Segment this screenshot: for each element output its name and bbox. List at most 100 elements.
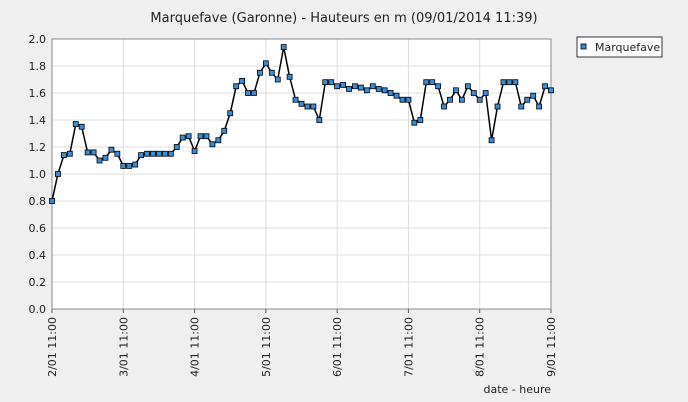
data-point <box>262 60 269 67</box>
data-point <box>60 152 67 159</box>
data-point <box>292 96 299 103</box>
data-point <box>340 82 346 88</box>
data-point <box>209 141 216 148</box>
data-point <box>78 123 85 130</box>
legend-label: Marquefave <box>595 41 660 54</box>
data-point <box>191 148 198 154</box>
data-point <box>84 149 91 156</box>
y-tick-label: 1.8 <box>29 60 47 73</box>
data-point <box>268 69 275 76</box>
data-point <box>239 77 245 84</box>
data-point <box>328 79 335 86</box>
data-point <box>108 146 115 153</box>
data-point <box>518 103 525 110</box>
x-tick-label: 7/01 11:00 <box>402 317 415 377</box>
data-point <box>447 96 453 103</box>
data-point <box>132 161 139 168</box>
data-point <box>197 133 204 140</box>
data-point <box>346 86 352 92</box>
y-tick-label: 1.0 <box>29 168 47 181</box>
data-point <box>524 96 531 103</box>
data-point <box>423 79 430 86</box>
data-point <box>453 87 459 94</box>
data-point <box>66 150 73 157</box>
data-point <box>102 154 109 161</box>
data-point <box>512 79 519 86</box>
data-point <box>156 150 162 157</box>
x-tick-label: 9/01 11:00 <box>545 317 558 377</box>
chart-title: Marquefave (Garonne) - Hauteurs en m (09… <box>150 11 537 26</box>
data-point <box>251 90 257 96</box>
legend <box>576 36 663 58</box>
data-point <box>55 171 61 177</box>
data-point <box>138 152 145 159</box>
data-point <box>536 103 543 110</box>
x-tick-label: 8/01 11:00 <box>474 317 487 377</box>
data-point <box>476 96 483 103</box>
x-tick-label: 6/01 11:00 <box>331 317 344 377</box>
data-point <box>245 90 251 96</box>
data-point <box>387 90 394 96</box>
data-point <box>363 87 370 94</box>
data-point <box>167 150 174 157</box>
y-tick-label: 0.0 <box>29 303 47 316</box>
data-point <box>435 83 442 90</box>
data-point <box>488 137 495 144</box>
data-point <box>429 79 436 86</box>
y-tick-label: 2.0 <box>29 33 47 46</box>
data-point <box>274 76 281 83</box>
data-point <box>90 149 97 156</box>
plot-border <box>51 38 552 310</box>
data-point <box>304 103 311 110</box>
data-point <box>120 162 127 169</box>
y-tick-label: 1.4 <box>29 114 47 127</box>
data-point <box>114 150 121 157</box>
data-point <box>542 83 548 90</box>
data-point <box>310 103 317 110</box>
data-point <box>334 83 341 90</box>
x-tick-label: 5/01 11:00 <box>260 317 273 377</box>
data-point <box>280 44 287 50</box>
x-tick-label: 3/01 11:00 <box>117 317 130 377</box>
data-point <box>464 83 471 90</box>
data-point <box>470 90 477 96</box>
data-point <box>215 137 222 144</box>
x-axis-label: date - heure <box>483 383 551 396</box>
data-point <box>257 69 263 76</box>
data-point <box>185 133 192 140</box>
y-tick-label: 0.4 <box>29 249 47 262</box>
legend-marker <box>580 43 587 50</box>
data-point <box>375 86 382 92</box>
data-point <box>399 96 406 103</box>
y-tick-label: 1.6 <box>29 87 47 100</box>
data-point <box>381 87 388 94</box>
data-point <box>286 73 293 80</box>
data-point <box>506 79 513 86</box>
data-point <box>144 150 150 157</box>
y-tick-label: 0.6 <box>29 222 47 235</box>
data-point <box>405 96 412 103</box>
data-point <box>298 100 305 107</box>
data-point <box>530 92 537 99</box>
data-point <box>322 79 329 86</box>
data-point <box>161 150 168 157</box>
data-point <box>221 127 228 134</box>
data-point <box>494 103 501 110</box>
y-tick-label: 1.2 <box>29 141 47 154</box>
data-point <box>150 150 156 157</box>
data-point <box>179 134 186 141</box>
y-tick-label: 0.8 <box>29 195 47 208</box>
data-point <box>393 92 400 99</box>
data-point <box>126 162 133 169</box>
data-point <box>72 121 79 127</box>
data-point <box>227 110 234 117</box>
x-tick-label: 4/01 11:00 <box>189 317 202 377</box>
y-tick-label: 0.2 <box>29 276 47 289</box>
data-point <box>173 144 180 150</box>
data-point <box>482 90 489 96</box>
data-point <box>358 84 364 91</box>
data-point <box>352 83 358 90</box>
data-point <box>500 79 507 86</box>
data-point <box>411 119 418 126</box>
